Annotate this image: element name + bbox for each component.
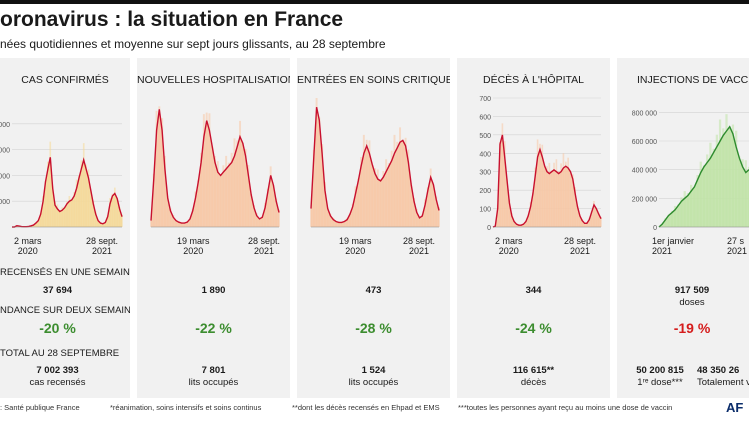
x-label-end: 28 sept. 2021	[248, 236, 281, 256]
chart-deces: 700 600 500 400 300 200 100 0	[479, 96, 602, 232]
week-value: 917 509	[674, 285, 710, 296]
top-rule	[0, 0, 749, 4]
chart-cas-confirmes: 0 000 0 000 0 000 0 000	[0, 122, 123, 228]
series-line	[658, 125, 749, 228]
footer: : Santé publique France *réanimation, so…	[0, 398, 749, 421]
panel-vaccins: INJECTIONS DE VACCINS 800 000 600 000 400 …	[617, 58, 749, 398]
week-value: 344	[525, 285, 542, 296]
y-tick-label: 0 000	[0, 148, 10, 155]
series-line	[150, 109, 280, 224]
footer-note-1: *réanimation, soins intensifs et soins c…	[110, 403, 262, 412]
daily-bar	[438, 207, 440, 227]
panel-title: DÉCÈS À L'HÔPITAL	[482, 74, 584, 86]
section-label-total: TOTAL AU 28 SEPTEMBRE	[0, 348, 120, 359]
total-first-dose-unit: 1ʳᵉ dose***	[637, 377, 683, 388]
panel-deces: DÉCÈS À L'HÔPITAL 700 600 500 400 300 200 100 0…	[457, 58, 610, 398]
panel-title: INJECTIONS DE VACCINS	[637, 74, 749, 86]
total-unit: décès	[520, 377, 547, 388]
total-full-unit: Totalement vac	[697, 377, 749, 388]
daily-bar	[278, 209, 280, 227]
panel-hospitalisations: NOUVELLES HOSPITALISATIONS 19 mars 2020 2…	[137, 58, 290, 398]
total-value: 1 524	[361, 365, 386, 376]
total-value: 7 801	[201, 365, 226, 376]
section-label-trend: NDANCE SUR DEUX SEMAINES	[0, 305, 130, 316]
y-tick-label: 500	[479, 133, 491, 140]
footer-note-3: ***toutes les personnes ayant reçu au mo…	[458, 403, 673, 412]
total-value: 7 002 393	[36, 365, 79, 376]
y-tick-label: 0	[653, 225, 657, 232]
y-tick-label: 200 000	[632, 196, 657, 203]
x-label-start: 19 mars 2020	[339, 236, 372, 256]
total-unit: lits occupés	[348, 377, 399, 388]
series-line	[12, 157, 123, 228]
week-value: 1 890	[201, 285, 226, 296]
week-unit: doses	[679, 297, 705, 308]
panel-soins-critiques: ENTRÉES EN SOINS CRITIQUES* 19 mars 2020 …	[297, 58, 450, 398]
x-label-end: 28 sept. 2021	[564, 236, 597, 256]
y-tick-label: 100	[479, 207, 491, 214]
x-label-start: 2 mars 2020	[495, 236, 523, 256]
total-first-dose-value: 50 200 815	[636, 365, 684, 376]
page-subtitle: nées quotidiennes et moyenne sur sept jo…	[0, 37, 386, 51]
week-value: 473	[365, 285, 382, 296]
footer-note-2: **dont les décès recensés en Ehpad et EM…	[292, 403, 440, 412]
y-tick-label: 0	[487, 225, 491, 232]
panel-title: ENTRÉES EN SOINS CRITIQUES*	[297, 74, 450, 86]
trend-value: -20 %	[39, 320, 76, 336]
x-label-start: 1er janvier 2021	[652, 236, 695, 256]
x-label-start: 19 mars 2020	[177, 236, 210, 256]
x-label-end: 27 s 2021	[727, 236, 748, 256]
y-tick-label: 600	[479, 114, 491, 121]
series-area	[311, 107, 439, 227]
panel-title: NOUVELLES HOSPITALISATIONS	[137, 74, 290, 86]
y-tick-label: 200	[479, 188, 491, 195]
chart-hospitalisations	[150, 106, 280, 228]
x-label-end: 28 sept. 2021	[86, 236, 119, 256]
series-line	[310, 107, 440, 224]
series-area	[151, 109, 279, 227]
panel-title: CAS CONFIRMÉS	[21, 74, 109, 86]
y-tick-label: 600 000	[632, 139, 657, 146]
x-label-start: 2 mars 2020	[14, 236, 42, 256]
chart-vaccins: 800 000 600 000 400 000 200 000 0	[632, 110, 749, 232]
total-full-value: 48 350 26	[697, 365, 740, 376]
chart-soins-critiques	[310, 98, 440, 228]
series-area	[12, 157, 122, 227]
footer-source: : Santé publique France	[0, 403, 80, 412]
panel-cas-confirmes: CAS CONFIRMÉS 0 000 0 000 0 000 0 000 2 mar…	[0, 58, 130, 398]
trend-value: -24 %	[515, 320, 552, 336]
page-title: oronavirus : la situation en France	[0, 8, 344, 31]
y-tick-label: 400 000	[632, 168, 657, 175]
y-tick-label: 800 000	[632, 110, 657, 117]
trend-value: -22 %	[195, 320, 232, 336]
y-tick-label: 300	[479, 170, 491, 177]
y-tick-label: 0 000	[0, 173, 10, 180]
trend-value: -19 %	[673, 320, 711, 336]
afp-logo: AF	[726, 400, 744, 415]
y-tick-label: 400	[479, 151, 491, 158]
trend-value: -28 %	[355, 320, 392, 336]
week-value: 37 694	[42, 285, 73, 296]
total-value: 116 615**	[512, 365, 555, 376]
x-label-end: 28 sept. 2021	[403, 236, 436, 256]
y-tick-label: 0 000	[0, 199, 10, 206]
y-tick-label: 0 000	[0, 122, 10, 129]
y-tick-label: 700	[479, 96, 491, 103]
section-label-week: RECENSÉS EN UNE SEMAINE	[0, 267, 130, 278]
series-line	[492, 134, 602, 228]
series-area	[493, 134, 601, 227]
total-unit: cas recensés	[29, 377, 86, 388]
total-unit: lits occupés	[188, 377, 239, 388]
